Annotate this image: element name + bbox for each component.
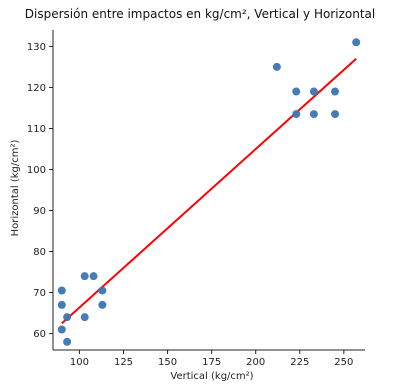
data-point xyxy=(63,313,72,322)
data-point xyxy=(80,313,89,322)
data-point xyxy=(309,110,318,119)
x-ticks: 100 125 150 175 200 225 250 xyxy=(70,350,353,368)
chart-title: Dispersión entre impactos en kg/cm², Ver… xyxy=(25,7,375,21)
x-tick-label: 225 xyxy=(290,357,309,368)
data-point xyxy=(57,325,66,334)
axes xyxy=(52,30,365,351)
y-tick-label: 120 xyxy=(27,83,46,94)
data-point xyxy=(98,300,107,309)
regression-line xyxy=(61,57,357,325)
y-axis-label: Horizontal (kg/cm²) xyxy=(10,140,21,237)
y-tick-label: 90 xyxy=(33,206,46,217)
y-tick-label: 80 xyxy=(33,247,46,258)
y-tick-label: 100 xyxy=(27,165,46,176)
x-axis-label: Vertical (kg/cm²) xyxy=(170,371,253,382)
data-point xyxy=(352,38,361,47)
data-point xyxy=(80,272,89,281)
data-point xyxy=(331,87,340,96)
data-point xyxy=(309,87,318,96)
points-layer xyxy=(57,38,361,346)
data-point xyxy=(57,300,66,309)
data-point xyxy=(272,62,281,71)
x-tick-label: 125 xyxy=(114,357,133,368)
y-tick-label: 110 xyxy=(27,124,46,135)
y-tick-label: 70 xyxy=(33,288,46,299)
x-tick-label: 250 xyxy=(334,357,353,368)
trendline-layer xyxy=(61,57,357,325)
data-point xyxy=(331,110,340,119)
data-point xyxy=(292,110,301,119)
data-point xyxy=(63,337,72,346)
x-tick-label: 175 xyxy=(202,357,221,368)
y-tick-label: 130 xyxy=(27,42,46,53)
x-tick-label: 100 xyxy=(70,357,89,368)
data-point xyxy=(292,87,301,96)
x-tick-label: 200 xyxy=(246,357,265,368)
y-ticks: 60 70 80 90 100 110 120 130 xyxy=(27,42,53,340)
data-point xyxy=(98,286,107,295)
data-point xyxy=(57,286,66,295)
y-tick-label: 60 xyxy=(33,329,46,340)
data-point xyxy=(89,272,98,281)
x-tick-label: 150 xyxy=(158,357,177,368)
